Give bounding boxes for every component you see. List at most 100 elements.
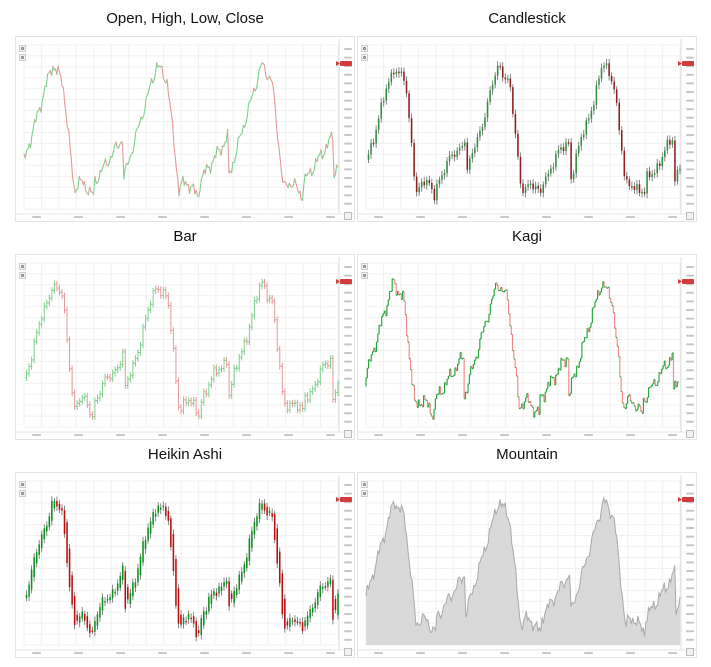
candle-body bbox=[489, 90, 491, 102]
candle-body bbox=[479, 130, 481, 138]
axis-tick-mark bbox=[344, 309, 352, 311]
candle-body bbox=[623, 150, 626, 177]
price-tag-marker bbox=[682, 279, 694, 284]
axis-tick-mark bbox=[284, 216, 293, 218]
candle-body bbox=[281, 573, 284, 615]
zoom-in-icon[interactable] bbox=[361, 45, 368, 52]
axis-tick-mark bbox=[686, 570, 694, 572]
axis-tick-mark bbox=[686, 91, 694, 93]
candle-body bbox=[66, 522, 68, 564]
zoom-out-icon[interactable] bbox=[361, 490, 368, 497]
candle-body bbox=[423, 181, 426, 186]
scroll-icon[interactable] bbox=[344, 212, 352, 220]
axis-tick-mark bbox=[686, 73, 694, 76]
zoom-out-icon[interactable] bbox=[19, 272, 26, 279]
axis-tick-mark bbox=[686, 334, 694, 337]
candle-body bbox=[461, 146, 464, 148]
candle-body bbox=[76, 614, 78, 621]
zoom-out-icon[interactable] bbox=[19, 490, 26, 497]
candle-body bbox=[641, 191, 643, 194]
axis-tick-mark bbox=[686, 159, 694, 162]
candle-body bbox=[451, 154, 453, 157]
axis-tick-mark bbox=[74, 652, 83, 654]
axis-tick-mark bbox=[374, 216, 383, 218]
axis-tick-mark bbox=[32, 216, 41, 218]
axis-tick-mark bbox=[686, 177, 694, 179]
axis-tick-mark bbox=[344, 194, 352, 197]
axis-tick-mark bbox=[344, 73, 352, 76]
candle-body bbox=[230, 593, 233, 600]
candle-body bbox=[139, 556, 142, 576]
candle-body bbox=[532, 183, 534, 190]
candle-body bbox=[656, 163, 658, 174]
candle-body bbox=[258, 503, 261, 520]
panel-title: Heikin Ashi bbox=[147, 446, 223, 463]
zoom-out-icon[interactable] bbox=[361, 272, 368, 279]
series-line bbox=[127, 116, 142, 165]
candle-body bbox=[46, 525, 48, 532]
zoom-in-icon[interactable] bbox=[361, 481, 368, 488]
candle-body bbox=[101, 597, 104, 611]
zoom-out-icon[interactable] bbox=[19, 54, 26, 61]
axis-tick-mark bbox=[686, 412, 694, 415]
candle-body bbox=[223, 581, 225, 587]
axis-tick-mark bbox=[686, 544, 694, 547]
axis-tick-mark bbox=[344, 159, 352, 162]
candle-body bbox=[253, 521, 256, 535]
series-line bbox=[52, 65, 55, 71]
scroll-icon[interactable] bbox=[686, 430, 694, 438]
candle-body bbox=[73, 595, 76, 626]
zoom-in-icon[interactable] bbox=[19, 45, 26, 52]
candle-body bbox=[61, 508, 63, 511]
axis-tick-mark bbox=[686, 535, 694, 538]
zoom-in-icon[interactable] bbox=[19, 263, 26, 270]
candle-body bbox=[671, 140, 674, 145]
candle-body bbox=[208, 596, 210, 612]
scroll-icon[interactable] bbox=[344, 648, 352, 656]
axis-tick-mark bbox=[686, 317, 694, 320]
zoom-in-icon[interactable] bbox=[19, 481, 26, 488]
zoom-out-icon[interactable] bbox=[361, 54, 368, 61]
axis-tick-mark bbox=[686, 377, 694, 380]
series-line bbox=[93, 176, 96, 195]
series-line bbox=[266, 75, 271, 81]
candle-body bbox=[192, 616, 195, 624]
chart-svg bbox=[16, 473, 354, 657]
axis-tick-mark bbox=[344, 638, 352, 641]
candle-body bbox=[474, 147, 476, 154]
zoom-in-icon[interactable] bbox=[361, 263, 368, 270]
axis-tick-mark bbox=[542, 216, 551, 218]
candle-body bbox=[276, 528, 279, 564]
candle-body bbox=[261, 503, 263, 510]
candle-body bbox=[294, 619, 296, 622]
scroll-icon[interactable] bbox=[686, 648, 694, 656]
candle-body bbox=[499, 65, 501, 68]
candle-body bbox=[30, 569, 33, 590]
candle-body bbox=[441, 175, 443, 180]
scroll-icon[interactable] bbox=[344, 430, 352, 438]
scroll-icon[interactable] bbox=[686, 212, 694, 220]
axis-tick-mark bbox=[344, 420, 352, 423]
candle-body bbox=[322, 586, 324, 589]
axis-tick-mark bbox=[344, 403, 352, 406]
axis-tick-mark bbox=[686, 274, 694, 277]
candle-body bbox=[273, 513, 276, 540]
axis-tick-mark bbox=[668, 216, 677, 218]
candle-body bbox=[238, 574, 241, 590]
series-line bbox=[95, 169, 101, 184]
candle-body bbox=[547, 173, 550, 177]
candle-body bbox=[187, 613, 190, 620]
axis-tick-mark bbox=[284, 434, 293, 436]
candle-body bbox=[203, 611, 205, 626]
chart-svg bbox=[358, 255, 696, 439]
panel-mountain: Mountain bbox=[357, 440, 697, 658]
axis-tick-mark bbox=[584, 216, 593, 218]
price-tag-pointer bbox=[678, 61, 682, 66]
series-line bbox=[78, 176, 84, 186]
series-line bbox=[326, 131, 332, 149]
candle-body bbox=[565, 142, 567, 152]
series-line bbox=[336, 164, 339, 168]
candle-body bbox=[180, 614, 182, 625]
panel-candlestick: Candlestick bbox=[357, 4, 697, 222]
series-line bbox=[321, 143, 327, 160]
